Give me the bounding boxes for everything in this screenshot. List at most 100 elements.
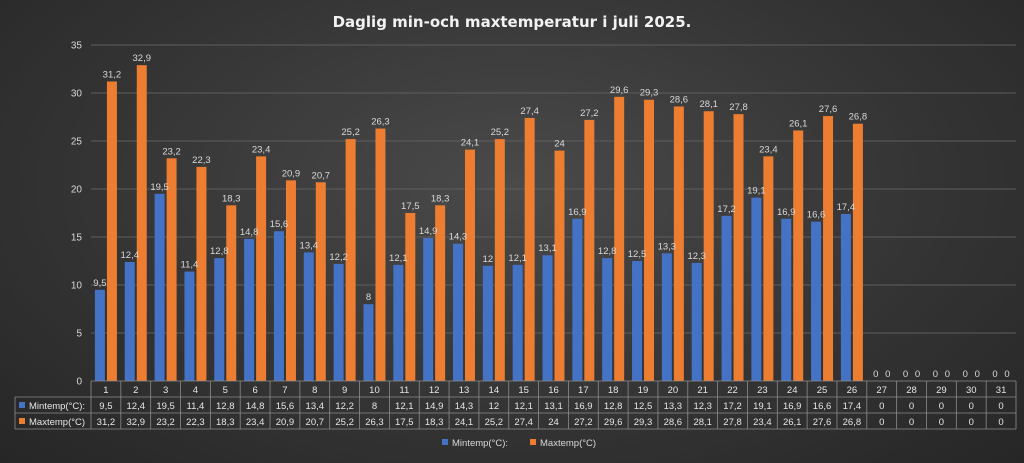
data-label: 25,2 xyxy=(341,127,360,138)
table-category: 26 xyxy=(847,385,858,396)
bar-max xyxy=(375,128,386,381)
data-label: 12 xyxy=(483,254,494,265)
bar-min xyxy=(632,261,643,381)
table-cell: 0 xyxy=(998,401,1003,412)
chart-title: Daglig min-och maxtemperatur i juli 2025… xyxy=(333,13,692,31)
table-category: 13 xyxy=(459,385,470,396)
bar-min xyxy=(273,231,284,381)
table-category: 23 xyxy=(757,385,768,396)
table-cell: 0 xyxy=(879,417,884,428)
data-label: 18,3 xyxy=(431,193,450,204)
table-cell: 23,2 xyxy=(156,417,175,428)
table-cell: 0 xyxy=(939,401,944,412)
data-label: 17,5 xyxy=(401,201,420,212)
table-cell: 27,8 xyxy=(723,417,742,428)
table-cell: 24,1 xyxy=(455,417,474,428)
data-label: 25,2 xyxy=(491,127,510,138)
table-cell: 26,1 xyxy=(783,417,802,428)
data-label: 16,9 xyxy=(568,207,587,218)
table-cell: 0 xyxy=(998,417,1003,428)
legend-entry: Mintemp(°C): xyxy=(452,438,508,449)
bar-min xyxy=(751,197,762,381)
table-category: 15 xyxy=(518,385,529,396)
table-cell: 28,6 xyxy=(664,417,683,428)
table-category: 3 xyxy=(163,385,168,396)
table-category: 6 xyxy=(252,385,257,396)
data-label: 0 xyxy=(903,369,908,380)
data-label: 28,1 xyxy=(699,99,718,110)
bar-min xyxy=(393,264,404,381)
table-category: 28 xyxy=(906,385,917,396)
bar-min xyxy=(602,258,613,381)
data-label: 32,9 xyxy=(133,53,152,64)
table-category: 5 xyxy=(223,385,228,396)
data-label: 14,9 xyxy=(419,226,438,237)
table-category: 10 xyxy=(369,385,380,396)
data-label: 0 xyxy=(885,369,890,380)
bar-min xyxy=(781,218,792,381)
data-label: 15,6 xyxy=(270,219,289,230)
table-cell: 27,6 xyxy=(813,417,832,428)
table-cell: 14,9 xyxy=(425,401,444,412)
data-label: 12,1 xyxy=(508,253,527,264)
data-label: 14,8 xyxy=(240,227,259,238)
table-cell: 12,4 xyxy=(127,401,146,412)
table-category: 18 xyxy=(608,385,619,396)
table-cell: 24 xyxy=(548,417,559,428)
legend: Mintemp(°C): Maxtemp(°C) xyxy=(442,438,596,449)
data-label: 19,1 xyxy=(747,186,766,197)
table-cell: 16,9 xyxy=(574,401,593,412)
table-cell: 29,6 xyxy=(604,417,623,428)
table-cell: 27,2 xyxy=(574,417,593,428)
data-label: 27,4 xyxy=(520,106,539,117)
data-label: 0 xyxy=(992,369,997,380)
bar-min xyxy=(542,255,553,381)
bar-min xyxy=(214,258,225,381)
table-cell: 12,2 xyxy=(335,401,354,412)
bar-max xyxy=(823,116,834,381)
table-cell: 12,5 xyxy=(634,401,653,412)
data-label: 12,4 xyxy=(121,250,140,261)
bar-max xyxy=(793,130,804,381)
data-label: 12,2 xyxy=(329,252,348,263)
bar-max xyxy=(166,158,177,381)
bar-max xyxy=(435,205,446,381)
bar-max xyxy=(524,117,535,382)
table-cell: 23,4 xyxy=(753,417,772,428)
table-category: 17 xyxy=(578,385,589,396)
table-cell: 19,5 xyxy=(156,401,175,412)
data-label: 0 xyxy=(975,369,980,380)
table-category: 2 xyxy=(133,385,138,396)
bar-max xyxy=(673,106,684,381)
data-table: 1 2 3 4 5 6 7 8 9 10 11 12 13 14 15 16 17 18 19 20 21 22 23 24 2… xyxy=(14,380,1017,430)
table-cell: 17,5 xyxy=(395,417,414,428)
data-label: 23,4 xyxy=(759,144,778,155)
data-label: 26,3 xyxy=(371,117,390,128)
data-label: 19,5 xyxy=(150,182,169,193)
bar-min xyxy=(124,261,135,381)
bar-min xyxy=(333,263,344,381)
bar-max xyxy=(106,81,117,381)
table-cell: 0 xyxy=(969,417,974,428)
bars xyxy=(94,65,863,382)
table-category: 20 xyxy=(668,385,679,396)
data-label: 9,5 xyxy=(93,278,106,289)
bar-max xyxy=(852,123,863,381)
bar-max xyxy=(733,114,744,382)
data-label: 13,4 xyxy=(300,240,319,251)
data-label: 27,8 xyxy=(729,102,748,113)
y-tick-label: 35 xyxy=(71,41,83,52)
bar-max xyxy=(285,180,296,381)
table-cell: 17,2 xyxy=(723,401,742,412)
table-cell: 22,3 xyxy=(186,417,205,428)
table-cell: 26,3 xyxy=(365,417,384,428)
data-label: 12,1 xyxy=(389,253,408,264)
table-cell: 16,9 xyxy=(783,401,802,412)
table-category: 11 xyxy=(399,385,409,396)
table-cell: 13,3 xyxy=(664,401,683,412)
data-label: 18,3 xyxy=(222,193,241,204)
table-category: 12 xyxy=(429,385,440,396)
table-cell: 0 xyxy=(969,401,974,412)
table-cell: 14,3 xyxy=(455,401,474,412)
